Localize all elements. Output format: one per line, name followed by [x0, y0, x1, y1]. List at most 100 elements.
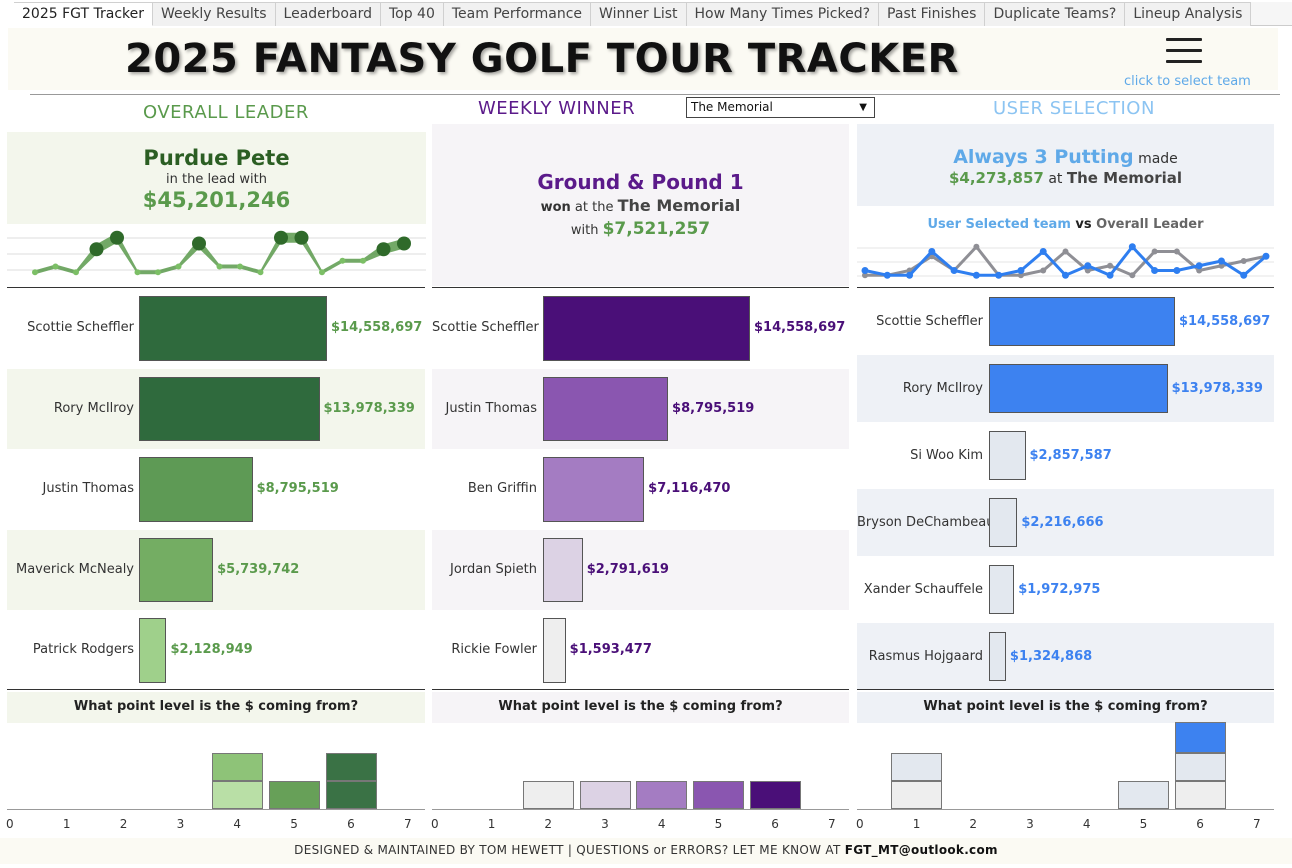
player-bar[interactable] [989, 364, 1168, 413]
histogram-bar[interactable] [693, 781, 745, 809]
histogram-bar[interactable] [579, 781, 631, 809]
tab-lineup-analysis[interactable]: Lineup Analysis [1125, 2, 1252, 26]
player-bar[interactable] [989, 632, 1006, 681]
player-bar[interactable] [139, 457, 253, 522]
player-bar[interactable] [543, 376, 669, 441]
sparkline-point [216, 263, 223, 270]
sparkline-segment [342, 258, 363, 263]
leader-name: Purdue Pete [143, 146, 290, 170]
sparkline-segment [301, 232, 322, 275]
player-bar[interactable] [139, 296, 327, 361]
sparkline-point [274, 230, 288, 245]
histogram-bar[interactable] [1118, 781, 1170, 809]
sparkline-segment [240, 264, 261, 275]
x-tick-label: 3 [176, 817, 185, 831]
player-earnings: $2,128,949 [170, 642, 253, 658]
player-bar[interactable] [989, 431, 1026, 480]
player-bar[interactable] [989, 297, 1175, 346]
leader-point [1017, 272, 1024, 279]
histogram-bar[interactable] [1174, 753, 1226, 781]
histogram-bar[interactable] [211, 781, 263, 809]
sparkline-point [257, 269, 264, 276]
histogram-bar[interactable] [268, 781, 320, 809]
sparkline-point [397, 236, 411, 251]
player-bar[interactable] [543, 618, 566, 683]
player-bar[interactable] [543, 296, 750, 361]
user-point [861, 267, 869, 274]
tab-winner-list[interactable]: Winner List [591, 2, 687, 26]
player-earnings: $2,791,619 [586, 561, 669, 577]
user-point [1084, 262, 1092, 270]
chevron-down-icon: ▼ [859, 102, 867, 113]
tab-past-finishes[interactable]: Past Finishes [879, 2, 986, 26]
divider [432, 689, 849, 690]
sparkline-point [175, 263, 182, 270]
x-tick-label: 3 [1026, 817, 1034, 831]
player-earnings: $14,558,697 [1179, 313, 1271, 329]
player-name: Rory McIlroy [902, 380, 983, 396]
tab-how-many-times-picked[interactable]: How Many Times Picked? [686, 2, 880, 26]
user-point [1106, 271, 1114, 279]
player-name: Rory McIlroy [53, 400, 134, 416]
sparkline-point [339, 257, 346, 264]
sparkline-segment [219, 264, 240, 269]
select-team-link[interactable]: click to select team [1124, 74, 1251, 89]
player-name: Jordan Spieth [450, 561, 537, 577]
sparkline-point [52, 263, 59, 270]
histogram-bar[interactable] [636, 781, 688, 809]
user-point [1240, 271, 1248, 279]
menu-icon[interactable] [1166, 38, 1202, 66]
tab-2025-fgt-tracker[interactable]: 2025 FGT Tracker [14, 2, 153, 26]
histogram-bar[interactable] [325, 753, 377, 781]
x-tick-label: 2 [119, 817, 128, 831]
x-tick-label: 0 [6, 817, 14, 831]
player-bar[interactable] [139, 376, 320, 441]
sparkline-segment [117, 232, 138, 275]
histogram-bar[interactable] [522, 781, 574, 809]
x-tick-label: 6 [771, 817, 779, 831]
histogram-bar[interactable] [1174, 722, 1226, 753]
leader-point [1240, 258, 1247, 264]
winner-amount: $7,521,257 [602, 219, 711, 239]
player-name: Justin Thomas [42, 481, 134, 497]
histogram-bar[interactable] [891, 753, 943, 781]
x-axis [857, 809, 1274, 810]
histogram-bar[interactable] [325, 781, 377, 809]
leader-point [1173, 248, 1180, 255]
tab-team-performance[interactable]: Team Performance [443, 2, 592, 26]
sparkline-point [134, 269, 141, 276]
player-bar[interactable] [543, 457, 645, 522]
histogram-bar[interactable] [211, 753, 263, 781]
player-earnings: $1,324,868 [1009, 648, 1093, 664]
divider [432, 287, 849, 288]
overall-leader-card: Purdue Pete in the lead with $45,201,246 [7, 132, 426, 224]
footer: DESIGNED & MAINTAINED BY TOM HEWETT | QU… [0, 838, 1292, 864]
user-point [1039, 248, 1047, 255]
tab-leaderboard[interactable]: Leaderboard [275, 2, 381, 26]
player-bar[interactable] [989, 498, 1018, 547]
player-name: Ben Griffin [467, 481, 537, 497]
leader-point [1218, 262, 1225, 269]
sparkline-point [73, 269, 79, 276]
sparkline-point [237, 263, 243, 270]
footer-text: DESIGNED & MAINTAINED BY TOM HEWETT | QU… [294, 843, 841, 857]
histogram-bar[interactable] [891, 781, 943, 809]
player-name: Rasmus Hojgaard [868, 648, 983, 664]
player-bar[interactable] [139, 537, 214, 602]
event-dropdown[interactable]: The Memorial ▼ [686, 97, 875, 118]
tab-duplicate-teams[interactable]: Duplicate Teams? [985, 2, 1126, 26]
player-bar[interactable] [139, 618, 167, 683]
player-earnings: $13,978,339 [323, 400, 415, 416]
player-earnings: $13,978,339 [1171, 380, 1263, 396]
sparkline-point [110, 230, 124, 245]
footer-email[interactable]: FGT_MT@outlook.com [844, 843, 998, 857]
row-band [7, 529, 425, 610]
sparkline-point [89, 242, 104, 257]
histogram-bar[interactable] [1174, 781, 1226, 809]
player-bar[interactable] [989, 565, 1015, 614]
histogram-bar[interactable] [749, 781, 801, 809]
tab-top-40[interactable]: Top 40 [380, 2, 444, 26]
player-bar[interactable] [543, 537, 583, 602]
tab-weekly-results[interactable]: Weekly Results [153, 2, 276, 26]
overall-leader-heading: OVERALL LEADER [143, 102, 309, 123]
